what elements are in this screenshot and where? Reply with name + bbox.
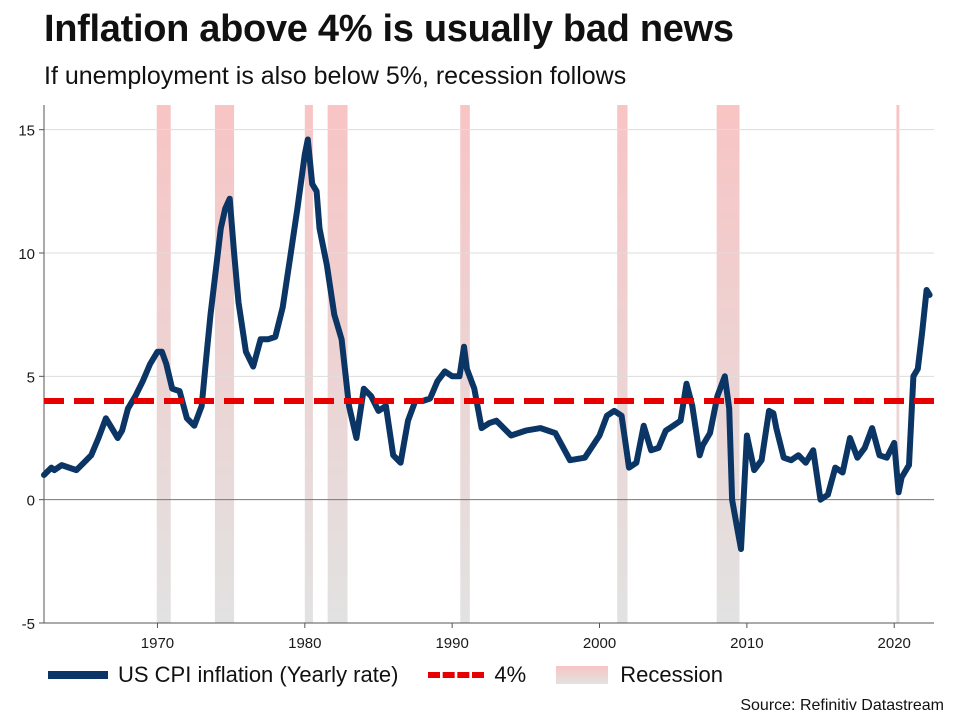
recession-band — [214, 105, 235, 623]
x-tick-label: 1980 — [288, 635, 321, 652]
cpi-inflation-line — [41, 136, 933, 552]
recession-band — [716, 105, 740, 623]
series-layer — [41, 136, 933, 552]
x-tick-label: 2000 — [583, 635, 616, 652]
recession-band — [304, 105, 313, 623]
y-tick-label: 5 — [27, 369, 35, 386]
legend-item-threshold: 4% — [428, 662, 526, 688]
y-tick-label: -5 — [22, 616, 35, 633]
recession-swatch — [556, 666, 609, 684]
recession-band — [617, 105, 628, 623]
legend-item-recession: Recession — [556, 662, 723, 688]
y-tick-label: 10 — [18, 246, 35, 263]
gridlines — [44, 129, 934, 624]
recession-band — [896, 105, 900, 623]
y-tick-label: 0 — [27, 493, 35, 510]
legend-label-recession: Recession — [620, 662, 723, 687]
legend: US CPI inflation (Yearly rate) 4% Recess… — [48, 662, 753, 688]
chart-subtitle: If unemployment is also below 5%, recess… — [44, 62, 627, 90]
y-tick-label: 15 — [18, 123, 35, 140]
source-note: Source: Refinitiv Datastream — [740, 697, 944, 714]
recession-bands — [156, 105, 900, 623]
x-tick-label: 2020 — [878, 635, 911, 652]
axes: -5 0 5 10 15 1970 1980 1990 2000 2010 2020 — [18, 105, 934, 652]
cpi-line-swatch — [48, 671, 108, 679]
x-tick-label: 2010 — [730, 635, 763, 652]
legend-item-cpi: US CPI inflation (Yearly rate) — [48, 662, 398, 688]
x-tick-label: 1970 — [141, 635, 174, 652]
legend-label-cpi: US CPI inflation (Yearly rate) — [118, 662, 399, 687]
legend-label-threshold: 4% — [494, 662, 527, 687]
chart-title: Inflation above 4% is usually bad news — [44, 8, 734, 50]
recession-band — [327, 105, 348, 623]
threshold-dash-swatch — [428, 672, 485, 678]
x-tick-label: 1990 — [435, 635, 468, 652]
